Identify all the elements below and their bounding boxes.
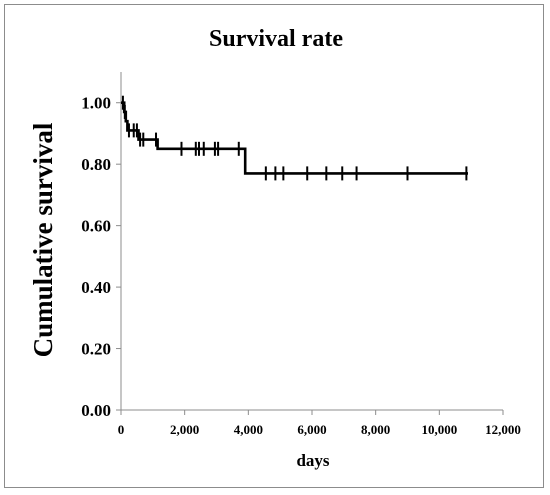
y-tick-label: 0.60 <box>81 217 111 236</box>
chart-frame <box>4 4 544 488</box>
survival-curve <box>121 101 468 175</box>
x-axis-label: days <box>296 451 329 470</box>
y-tick-label: 1.00 <box>81 94 111 113</box>
plot-area <box>121 95 468 181</box>
x-tick-label: 6,000 <box>297 422 326 437</box>
x-tick-label: 4,000 <box>234 422 263 437</box>
y-tick-label: 0.20 <box>81 340 111 359</box>
x-tick-label: 2,000 <box>170 422 199 437</box>
x-tick-label: 0 <box>118 422 125 437</box>
y-tick-label: 0.80 <box>81 155 111 174</box>
y-ticks: 0.00 0.20 0.40 0.60 0.80 1.00 <box>81 94 121 420</box>
x-ticks: 0 2,000 4,000 6,000 8,000 10,000 12,000 <box>118 410 521 437</box>
axes <box>120 72 503 411</box>
y-tick-label: 0.40 <box>81 278 111 297</box>
x-tick-label: 8,000 <box>361 422 390 437</box>
x-tick-label: 12,000 <box>485 422 521 437</box>
x-tick-label: 10,000 <box>421 422 457 437</box>
y-tick-label: 0.00 <box>81 401 111 420</box>
chart-title: Survival rate <box>209 26 343 52</box>
y-axis-label: Cumulative survival <box>28 122 58 357</box>
